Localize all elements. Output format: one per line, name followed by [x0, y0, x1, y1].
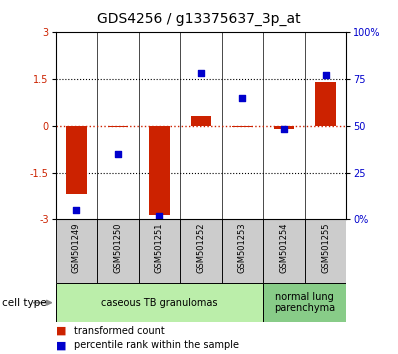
Bar [263, 219, 305, 283]
Bar [149, 126, 170, 215]
Bar [232, 126, 253, 127]
Text: caseous TB granulomas: caseous TB granulomas [101, 298, 218, 308]
Point [198, 70, 204, 76]
Point [156, 213, 163, 218]
Text: ■: ■ [56, 340, 66, 350]
Point [322, 72, 329, 78]
Text: transformed count: transformed count [74, 326, 164, 336]
Point [281, 127, 287, 132]
Bar [139, 219, 180, 283]
Point [115, 151, 121, 156]
Text: GSM501253: GSM501253 [238, 223, 247, 273]
Bar [97, 219, 139, 283]
Bar [56, 283, 263, 322]
Bar [315, 82, 336, 126]
Bar [56, 219, 97, 283]
Text: GSM501255: GSM501255 [321, 223, 330, 273]
Text: percentile rank within the sample: percentile rank within the sample [74, 340, 239, 350]
Bar [180, 219, 222, 283]
Text: normal lung
parenchyma: normal lung parenchyma [274, 292, 336, 314]
Bar [263, 283, 346, 322]
Point [73, 207, 80, 213]
Text: GSM501252: GSM501252 [197, 223, 205, 273]
Bar [191, 116, 211, 126]
Text: GSM501254: GSM501254 [279, 223, 289, 273]
Bar [305, 219, 346, 283]
Text: cell type: cell type [2, 298, 47, 308]
Text: GDS4256 / g13375637_3p_at: GDS4256 / g13375637_3p_at [97, 12, 301, 27]
Text: ■: ■ [56, 326, 66, 336]
Text: GSM501249: GSM501249 [72, 223, 81, 273]
Bar [222, 219, 263, 283]
Bar [66, 126, 87, 194]
Text: GSM501251: GSM501251 [155, 223, 164, 273]
Bar [107, 126, 128, 127]
Text: GSM501250: GSM501250 [113, 223, 123, 273]
Bar [273, 126, 295, 129]
Point [239, 95, 246, 101]
